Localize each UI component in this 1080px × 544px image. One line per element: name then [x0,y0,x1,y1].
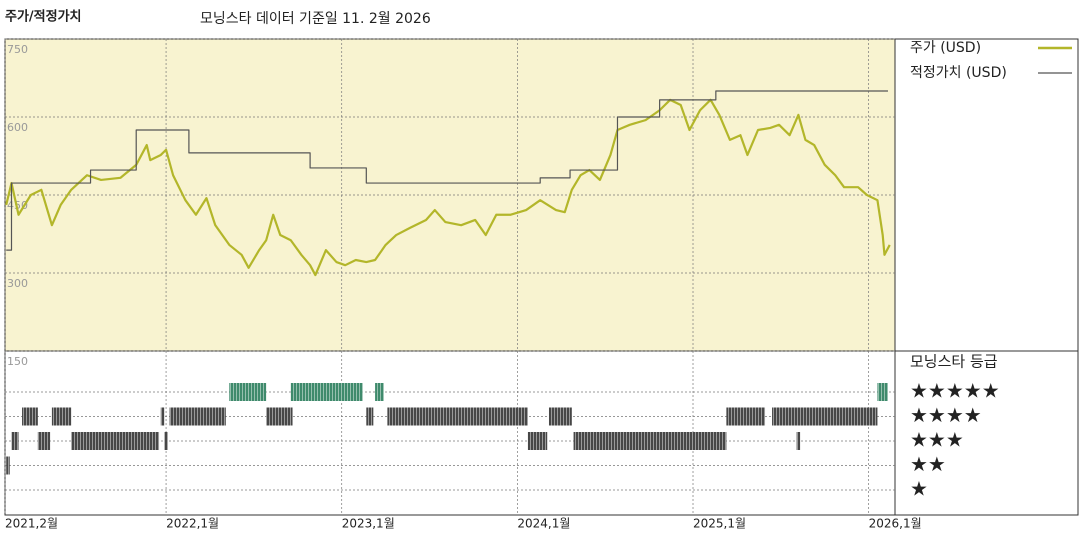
fair-value-line [6,90,888,251]
rating-period [37,432,51,450]
x-tick-label: 2021,2월 [5,517,58,531]
rating-period [548,407,572,426]
y-tick-label: 300 [7,277,28,290]
rating-period [527,432,548,450]
rating-period [726,407,766,426]
legend-label: 적정가치 (USD) [910,65,1007,81]
rating-period [366,407,374,426]
rating-period [772,407,878,426]
rating-period [71,432,160,450]
rating-period [169,407,226,426]
rating-period [877,383,888,401]
x-tick-label: 2025,1월 [693,517,746,531]
rating-period [6,456,10,475]
rating-period [290,383,363,401]
rating-period [387,407,528,426]
chart-title: 주가/적정가치 [5,9,82,25]
x-tick-label: 2022,1월 [166,517,219,531]
x-tick-label: 2024,1월 [517,517,570,531]
rating-period [229,383,267,401]
rating-label: ★★★ [910,428,964,452]
rating-label: ★★★★ [910,403,982,427]
rating-title: 모닝스타 등급 [910,353,998,371]
y-tick-label: 600 [7,121,28,134]
x-tick-label: 2026,1월 [869,517,922,531]
price-line [5,98,891,277]
rating-period [164,432,168,450]
rating-period [375,383,384,401]
chart-subtitle: 모닝스타 데이터 기준일 11. 2월 2026 [200,11,431,27]
rating-period [266,407,293,426]
rating-period [573,432,727,450]
rating-period [11,432,19,450]
x-tick-label: 2023,1월 [342,517,395,531]
y-tick-label: 750 [7,43,28,56]
rating-period [160,407,165,426]
legend-label: 주가 (USD) [910,40,981,56]
y-tick-label: 150 [7,355,28,368]
rating-label: ★★★★★ [910,379,1000,403]
rating-period [796,432,801,450]
rating-label: ★ [910,477,928,501]
rating-period [22,407,38,426]
rating-period [51,407,72,426]
rating-label: ★★ [910,452,946,476]
